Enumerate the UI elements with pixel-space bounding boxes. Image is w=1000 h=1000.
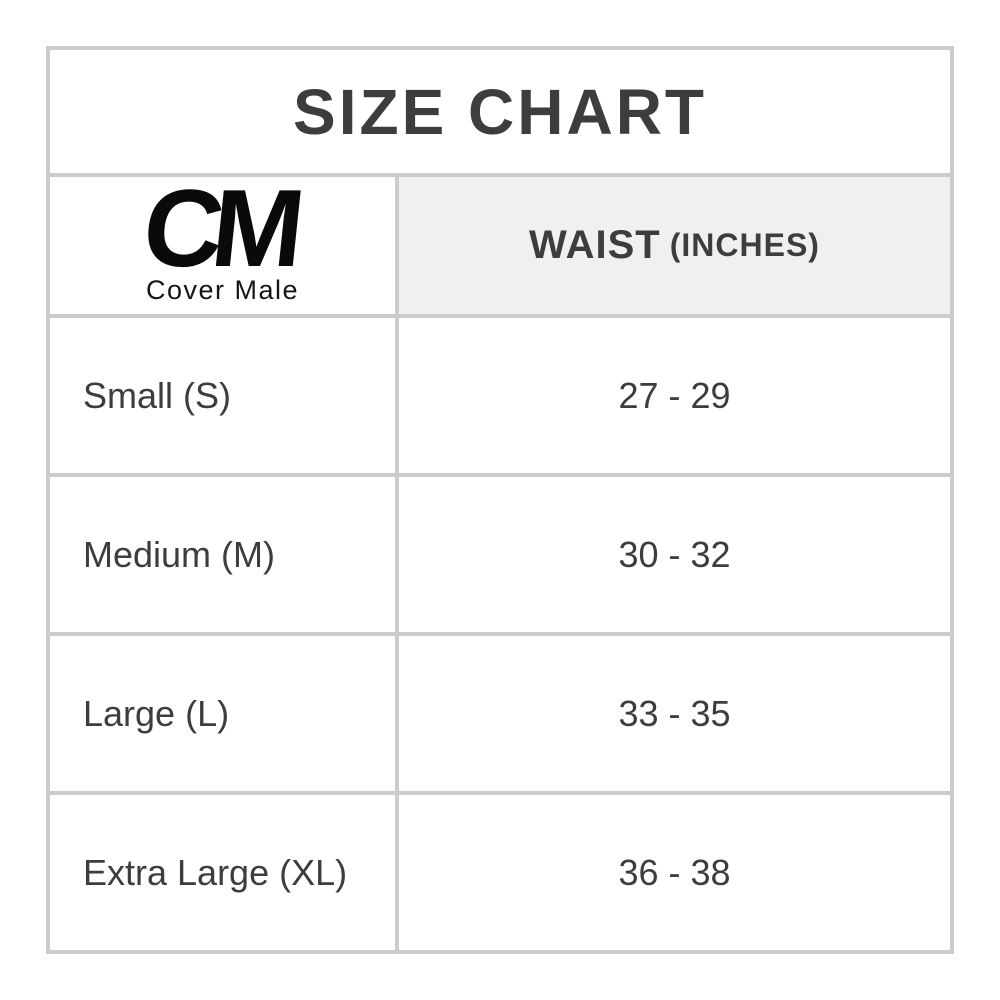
brand-logo-wordmark: Cover Male [145, 275, 300, 305]
table-row: Large (L) 33 - 35 [50, 636, 950, 795]
size-cell: Large (L) [50, 636, 399, 791]
waist-column-unit: (INCHES) [669, 227, 820, 263]
waist-cell: 36 - 38 [618, 851, 731, 893]
waist-column-header: WAIST (INCHES) [399, 177, 950, 314]
size-cell: Medium (M) [50, 477, 399, 632]
table-header-row: CM Cover Male WAIST (INCHES) [50, 167, 950, 318]
page-title: SIZE CHART [293, 75, 707, 148]
table-row: Medium (M) 30 - 32 [50, 477, 950, 636]
brand-logo-monogram: CM [137, 167, 300, 290]
waist-cell: 30 - 32 [618, 533, 731, 575]
table-row: Small (S) 27 - 29 [50, 318, 950, 477]
title-row: SIZE CHART [50, 50, 950, 177]
table-row: Extra Large (XL) 36 - 38 [50, 795, 950, 950]
size-cell: Extra Large (XL) [50, 795, 399, 950]
size-cell: Small (S) [50, 318, 399, 473]
waist-cell: 27 - 29 [618, 374, 731, 416]
size-chart-table: SIZE CHART CM Cover Male WAIST (INCHES) … [46, 46, 954, 954]
waist-cell: 33 - 35 [618, 692, 731, 734]
brand-logo: CM Cover Male [50, 167, 399, 314]
waist-column-label: WAIST [529, 223, 661, 267]
